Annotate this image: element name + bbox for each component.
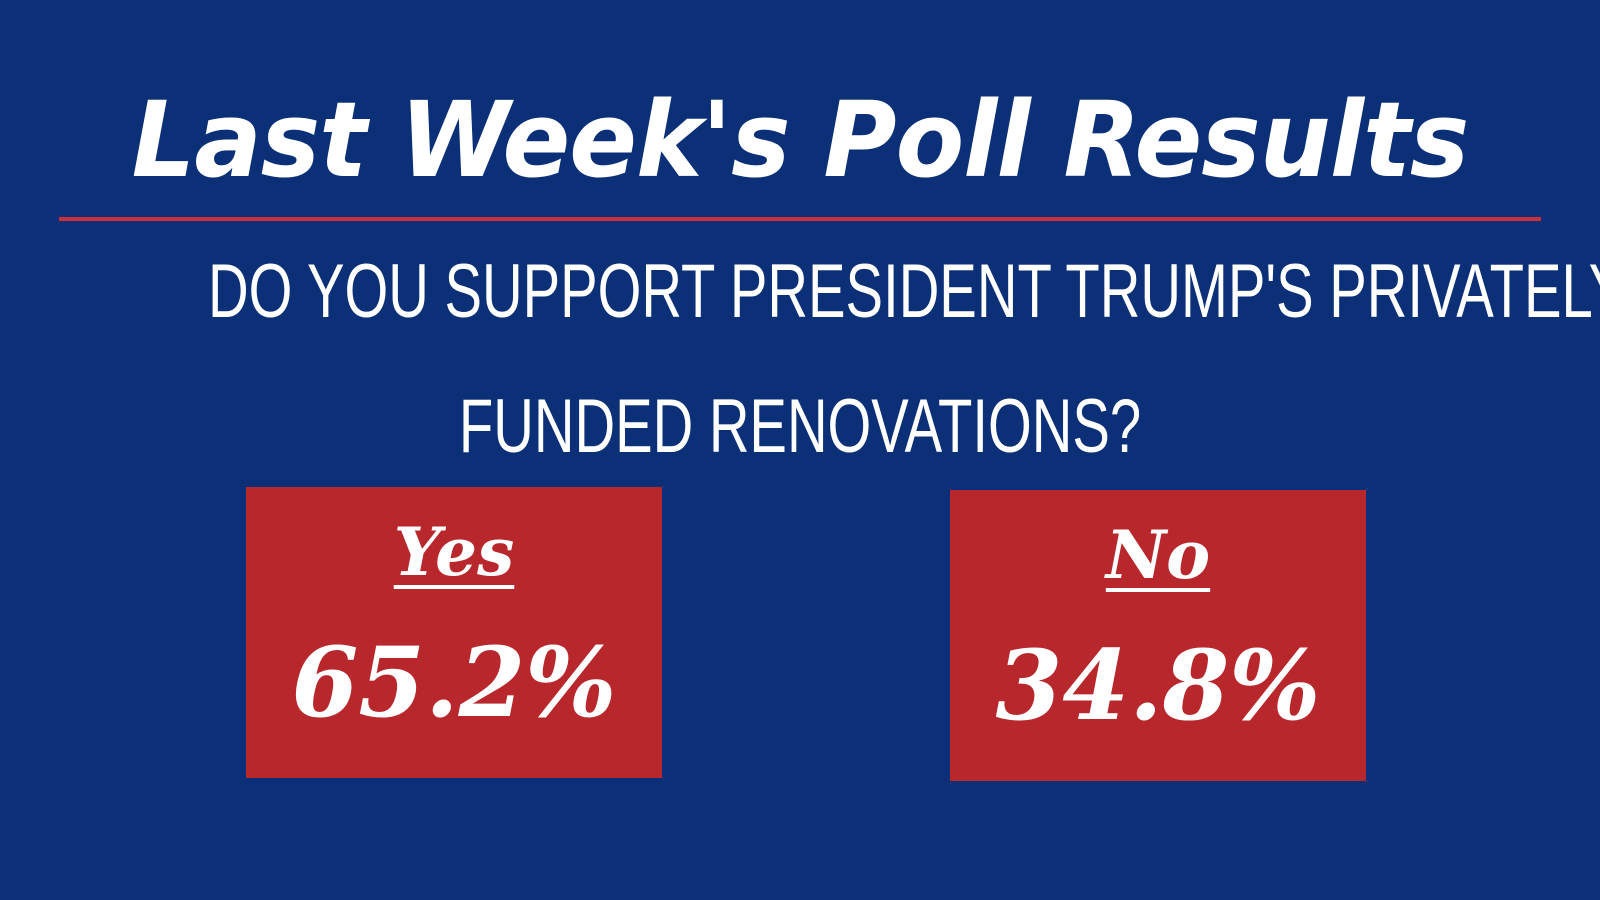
- poll-question-line-1: DO YOU SUPPORT PRESIDENT TRUMP'S PRIVATE…: [208, 249, 1600, 334]
- yes-label: Yes: [393, 513, 515, 591]
- poll-question-line-2: FUNDED RENOVATIONS?: [458, 384, 1142, 469]
- no-label: No: [1105, 516, 1211, 594]
- yes-result-box: Yes 65.2%: [246, 487, 662, 778]
- yes-percentage: 65.2%: [291, 626, 617, 739]
- no-percentage: 34.8%: [995, 629, 1321, 742]
- no-result-box: No 34.8%: [950, 490, 1366, 781]
- title-divider: [59, 217, 1541, 221]
- page-title: Last Week's Poll Results: [131, 79, 1470, 201]
